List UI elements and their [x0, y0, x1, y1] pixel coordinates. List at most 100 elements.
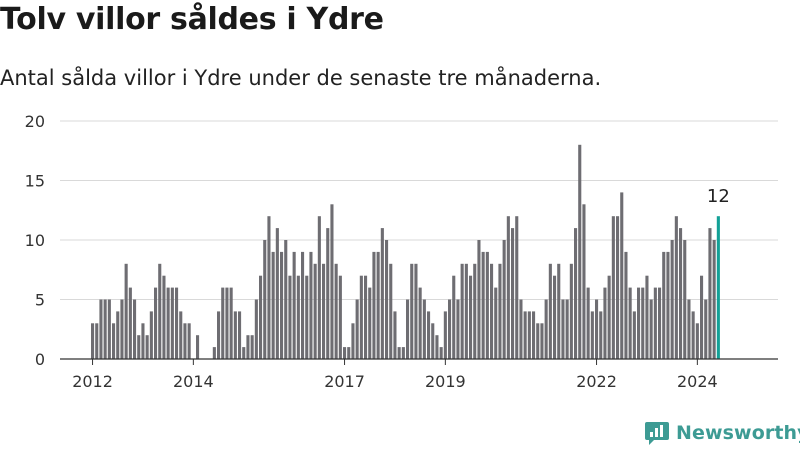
- bar: [439, 347, 443, 359]
- bar: [704, 299, 708, 359]
- y-tick-label: 5: [35, 291, 45, 310]
- bar: [179, 311, 183, 359]
- bar: [637, 287, 641, 359]
- x-tick-label: 2019: [425, 372, 466, 391]
- chart-subtitle: Antal sålda villor i Ydre under de senas…: [0, 66, 602, 90]
- bar: [595, 299, 599, 359]
- newsworthy-logo-text: Newsworthy: [676, 422, 800, 444]
- bar: [582, 204, 586, 359]
- bar: [708, 228, 712, 359]
- x-tick-label: 2024: [677, 372, 718, 391]
- bar-chart: 0 5 10 15 20 2012 2014 2017 2019 2022 2024 12: [25, 112, 778, 391]
- bar: [641, 287, 645, 359]
- bar: [574, 228, 578, 359]
- bar: [107, 299, 111, 359]
- bar: [112, 323, 116, 359]
- highlight-bar: [716, 216, 720, 359]
- bar: [679, 228, 683, 359]
- bar: [410, 263, 414, 359]
- bar: [263, 240, 267, 359]
- bar: [540, 323, 544, 359]
- bar: [175, 287, 179, 359]
- bar: [607, 275, 611, 359]
- bar: [347, 347, 351, 359]
- bar: [632, 311, 636, 359]
- bar: [700, 275, 704, 359]
- bar: [233, 311, 237, 359]
- bar: [494, 287, 498, 359]
- bar: [448, 299, 452, 359]
- bar: [485, 251, 489, 359]
- bar: [317, 216, 321, 359]
- bar: [687, 299, 691, 359]
- bar: [473, 263, 477, 359]
- bar: [511, 228, 515, 359]
- bar: [460, 263, 464, 359]
- bar: [103, 299, 107, 359]
- bar: [536, 323, 540, 359]
- bar: [137, 335, 141, 359]
- bar: [443, 311, 447, 359]
- bar: [133, 299, 137, 359]
- bar: [91, 323, 95, 359]
- bar: [217, 311, 221, 359]
- bar: [145, 335, 149, 359]
- bar: [603, 287, 607, 359]
- highlight-value-label: 12: [707, 186, 730, 207]
- bar: [561, 299, 565, 359]
- bar: [406, 299, 410, 359]
- bar: [364, 275, 368, 359]
- bar: [267, 216, 271, 359]
- bar: [418, 287, 422, 359]
- bar: [422, 299, 426, 359]
- bar: [502, 240, 506, 359]
- bar: [506, 216, 510, 359]
- bar: [464, 263, 468, 359]
- x-tick-label: 2014: [173, 372, 214, 391]
- bar: [695, 323, 699, 359]
- bar: [330, 204, 334, 359]
- y-tick-label: 20: [25, 112, 45, 131]
- bar: [653, 287, 657, 359]
- bar: [490, 263, 494, 359]
- bar: [162, 275, 166, 359]
- bar: [565, 299, 569, 359]
- bar: [225, 287, 229, 359]
- bar: [624, 251, 628, 359]
- bar: [292, 251, 296, 359]
- bar: [397, 347, 401, 359]
- bar: [305, 275, 309, 359]
- bar: [158, 263, 162, 359]
- bar: [296, 275, 300, 359]
- bar: [431, 323, 435, 359]
- bar: [452, 275, 456, 359]
- bar: [259, 275, 263, 359]
- bar: [351, 323, 355, 359]
- bar: [481, 251, 485, 359]
- bar: [414, 263, 418, 359]
- bar: [284, 240, 288, 359]
- bar: [187, 323, 191, 359]
- bar: [435, 335, 439, 359]
- bar: [532, 311, 536, 359]
- bar: [683, 240, 687, 359]
- bar: [326, 228, 330, 359]
- bar: [628, 287, 632, 359]
- bar: [288, 275, 292, 359]
- bar: [469, 275, 473, 359]
- chart-title: Tolv villor såldes i Ydre: [0, 2, 384, 37]
- bar: [380, 228, 384, 359]
- bar: [166, 287, 170, 359]
- bar: [456, 299, 460, 359]
- bar: [590, 311, 594, 359]
- bar: [368, 287, 372, 359]
- bar: [401, 347, 405, 359]
- x-tick-label: 2012: [72, 372, 113, 391]
- bar: [553, 275, 557, 359]
- bar: [338, 275, 342, 359]
- bar: [95, 323, 99, 359]
- bar: [254, 299, 258, 359]
- bar: [498, 263, 502, 359]
- newsworthy-logo-icon: [645, 422, 669, 445]
- bar: [599, 311, 603, 359]
